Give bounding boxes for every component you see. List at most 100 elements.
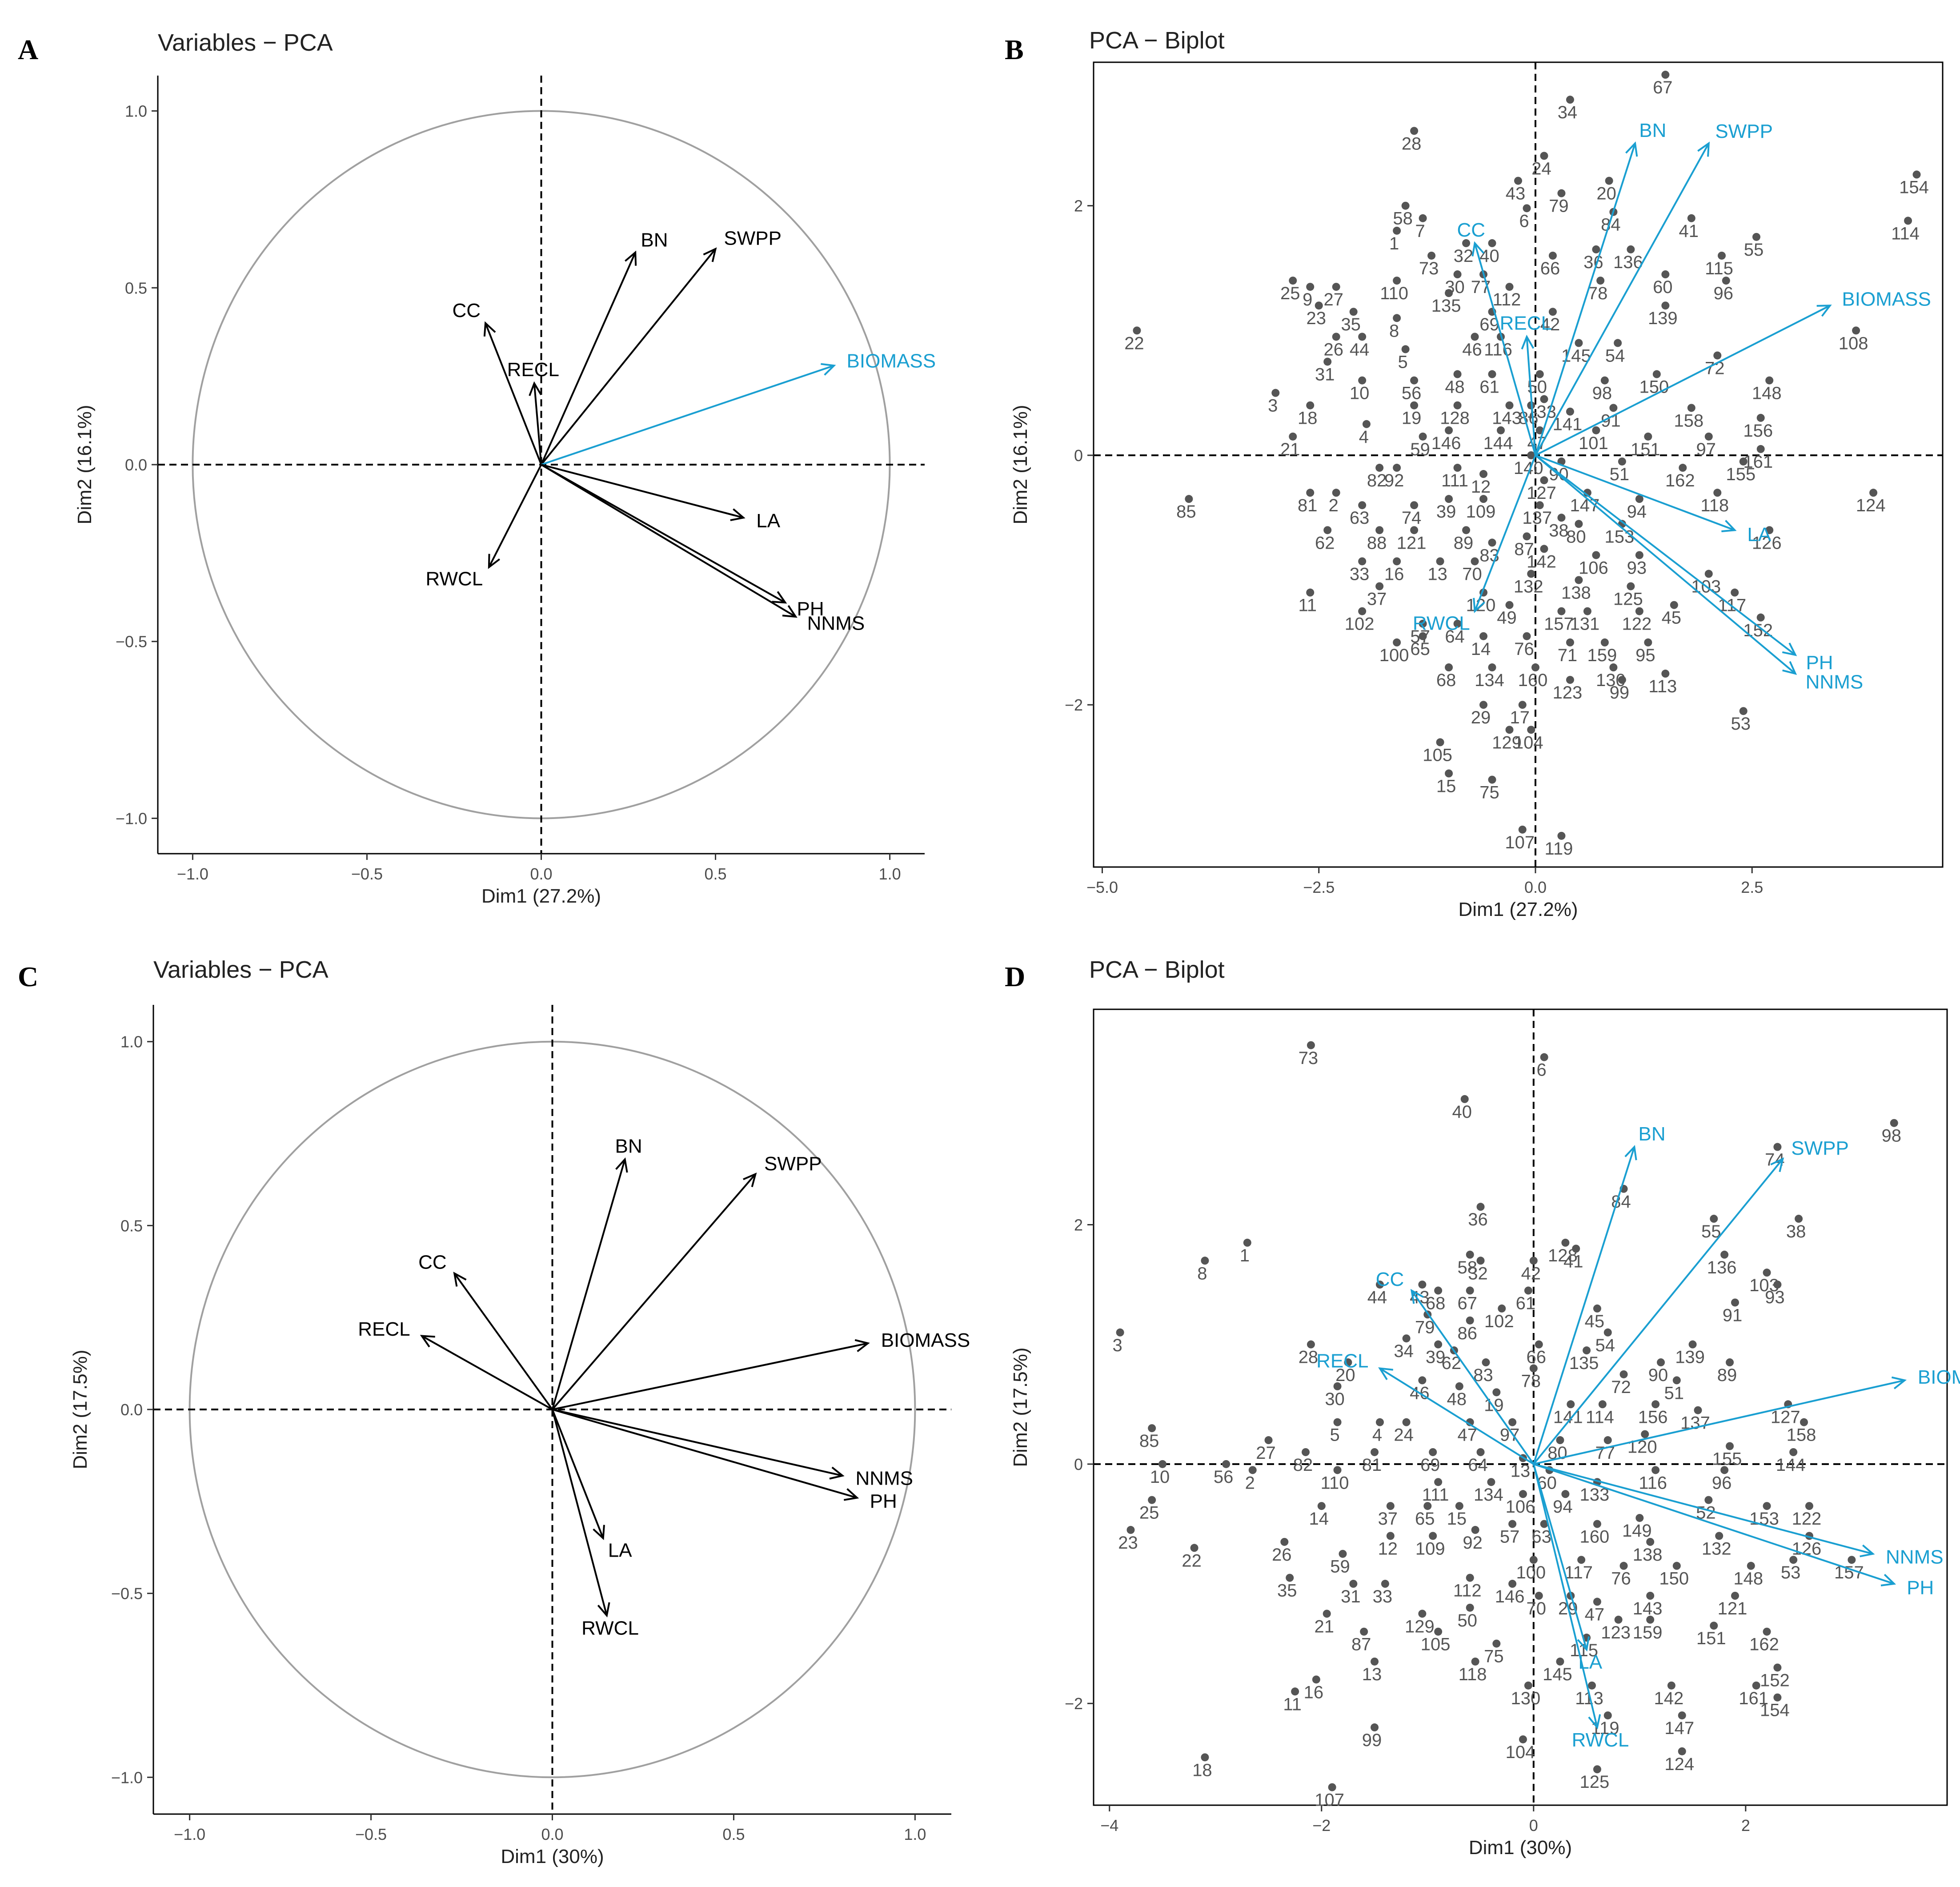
panel-d-point-136 xyxy=(1720,1250,1729,1259)
panel-b-point-label: 134 xyxy=(1475,670,1504,690)
panel-d-arrowhead-ph xyxy=(1880,1574,1896,1586)
panel-d-point-label: 13 xyxy=(1511,1461,1531,1481)
panel-d-point-label: 50 xyxy=(1457,1611,1477,1630)
panel-b-point-label: 104 xyxy=(1514,733,1543,752)
panel-d-vector-recl xyxy=(1379,1367,1534,1465)
panel-b-point-label: 53 xyxy=(1731,714,1751,734)
panel-d-point-label: 25 xyxy=(1139,1503,1159,1523)
panel-b-point-30 xyxy=(1453,270,1462,279)
panel-d-point-label: 61 xyxy=(1516,1294,1536,1313)
panel-d-point-label: 129 xyxy=(1405,1617,1435,1636)
panel-d-point-label: 86 xyxy=(1457,1324,1477,1343)
panel-d-point-label: 12 xyxy=(1378,1539,1398,1558)
panel-d-point-label: 75 xyxy=(1484,1647,1504,1666)
panel-b-point-label: 38 xyxy=(1549,521,1569,540)
panel-d-point-107 xyxy=(1328,1783,1336,1791)
panel-b-point-145 xyxy=(1575,339,1583,347)
panel-b-arrowhead-recl xyxy=(1521,334,1535,349)
panel-d-point-label: 123 xyxy=(1601,1623,1631,1642)
panel-b-point-3 xyxy=(1271,389,1280,397)
panel-d-point-label: 135 xyxy=(1569,1353,1599,1373)
panel-d-point-114 xyxy=(1598,1400,1607,1409)
panel-b-point-label: 125 xyxy=(1613,590,1643,609)
panel-d-point-label: 144 xyxy=(1776,1455,1806,1475)
panel-b-point-13 xyxy=(1436,557,1444,566)
panel-b-vector-label-la: LA xyxy=(1747,524,1771,546)
panel-d-point-label: 6 xyxy=(1537,1060,1547,1080)
panel-d-point-145 xyxy=(1556,1657,1564,1666)
panel-b-point-75 xyxy=(1488,775,1496,784)
panel-d-point-154 xyxy=(1773,1693,1782,1702)
panel-b-point-129 xyxy=(1505,726,1514,734)
panel-d-point-label: 158 xyxy=(1787,1425,1816,1445)
panel-d-point-label: 147 xyxy=(1664,1718,1694,1738)
panel-d-vector-bn xyxy=(1532,1146,1635,1465)
panel-a-vector-label-ph: PH xyxy=(797,598,824,620)
panel-b-vector-ph xyxy=(1535,454,1796,656)
panel-d-vector-rwcl xyxy=(1532,1464,1598,1728)
panel-d-vector-ph xyxy=(1533,1463,1895,1585)
panel-d-point-37 xyxy=(1386,1502,1395,1510)
panel-a-vector-bn xyxy=(540,252,637,465)
panel-b-point-label: 159 xyxy=(1587,646,1617,665)
panel-b-vector-label-cc: CC xyxy=(1457,219,1486,241)
panel-d-point-45 xyxy=(1593,1304,1601,1313)
panel-b-point-96 xyxy=(1722,277,1730,285)
panel-b-point-2 xyxy=(1332,489,1340,497)
panel-b-point-26 xyxy=(1332,333,1340,341)
panel-d-point-106 xyxy=(1519,1490,1527,1498)
panel-d-point-label: 102 xyxy=(1484,1312,1514,1331)
panel-d-point-label: 138 xyxy=(1633,1545,1663,1565)
panel-b-arrowhead-cc xyxy=(1471,241,1485,257)
panel-b-point-label: 1 xyxy=(1389,234,1399,253)
panel-b-point-142 xyxy=(1540,545,1548,553)
panel-d-point-label: 87 xyxy=(1351,1635,1371,1654)
panel-d-point-label: 38 xyxy=(1786,1222,1806,1241)
panel-d-point-label: 48 xyxy=(1447,1389,1467,1409)
panel-d-point-15 xyxy=(1455,1502,1463,1510)
panel-b-point-20 xyxy=(1605,177,1613,185)
panel-b-point-label: 115 xyxy=(1705,259,1733,278)
panel-b-point-label: 7 xyxy=(1415,221,1425,241)
panel-b-point-label: 39 xyxy=(1436,502,1456,522)
panel-b-point-83 xyxy=(1488,538,1496,547)
panel-d-point-139 xyxy=(1688,1340,1697,1349)
panel-d-point-label: 155 xyxy=(1712,1449,1742,1469)
panel-b-point-71 xyxy=(1566,638,1574,646)
panel-a-vector-label-nnms: NNMS xyxy=(807,612,865,634)
panel-b-point-38 xyxy=(1557,514,1566,522)
panel-a-x-tick-label: −1.0 xyxy=(177,865,208,883)
panel-b-point-label: 61 xyxy=(1479,377,1499,397)
panel-a-arrowhead-recl xyxy=(529,381,542,396)
panel-c-vector-label-bn: BN xyxy=(615,1136,642,1157)
panel-b-point-137 xyxy=(1535,501,1544,510)
panel-b-point-76 xyxy=(1523,632,1531,640)
panel-b-vector-label-ph: PH xyxy=(1806,652,1833,674)
panel-a-arrowhead-biomass xyxy=(821,363,836,376)
panel-b-vector-biomass xyxy=(1535,305,1831,456)
panel-b-point-74 xyxy=(1410,501,1419,510)
panel-d-point-label: 11 xyxy=(1283,1694,1302,1714)
panel-a-vector-label-cc: CC xyxy=(452,300,481,321)
panel-d-point-73 xyxy=(1307,1041,1315,1049)
panel-b-point-130 xyxy=(1609,663,1618,672)
panel-d-point-label: 90 xyxy=(1648,1365,1668,1385)
panel-b-point-82 xyxy=(1375,464,1384,472)
panel-b-arrowhead-nnms xyxy=(1782,661,1797,675)
panel-d-point-125 xyxy=(1593,1765,1601,1774)
panel-d-point-label: 150 xyxy=(1659,1569,1689,1589)
panel-b-point-label: 62 xyxy=(1315,533,1335,553)
panel-d-point-8 xyxy=(1201,1257,1209,1265)
panel-b-point-label: 17 xyxy=(1510,708,1530,727)
panel-b-point-label: 102 xyxy=(1345,614,1375,634)
panel-c-vector-ph xyxy=(552,1409,858,1499)
panel-d-point-129 xyxy=(1418,1610,1427,1618)
panel-b-point-36 xyxy=(1592,245,1600,253)
panel-d-point-48 xyxy=(1455,1382,1463,1390)
panel-d-point-label: 39 xyxy=(1426,1348,1446,1367)
panel-c-plot: −1.0 −0.5 0.0 0.5 1.0 −1.0 −0.5 0.0 0.5 1.0 Dim1 (… xyxy=(69,1005,970,1867)
panel-d-point-77 xyxy=(1603,1436,1612,1445)
panel-b-point-103 xyxy=(1704,570,1713,578)
panel-d-point-67 xyxy=(1466,1286,1474,1295)
panel-b-x-tick-label: −5.0 xyxy=(1086,878,1118,896)
